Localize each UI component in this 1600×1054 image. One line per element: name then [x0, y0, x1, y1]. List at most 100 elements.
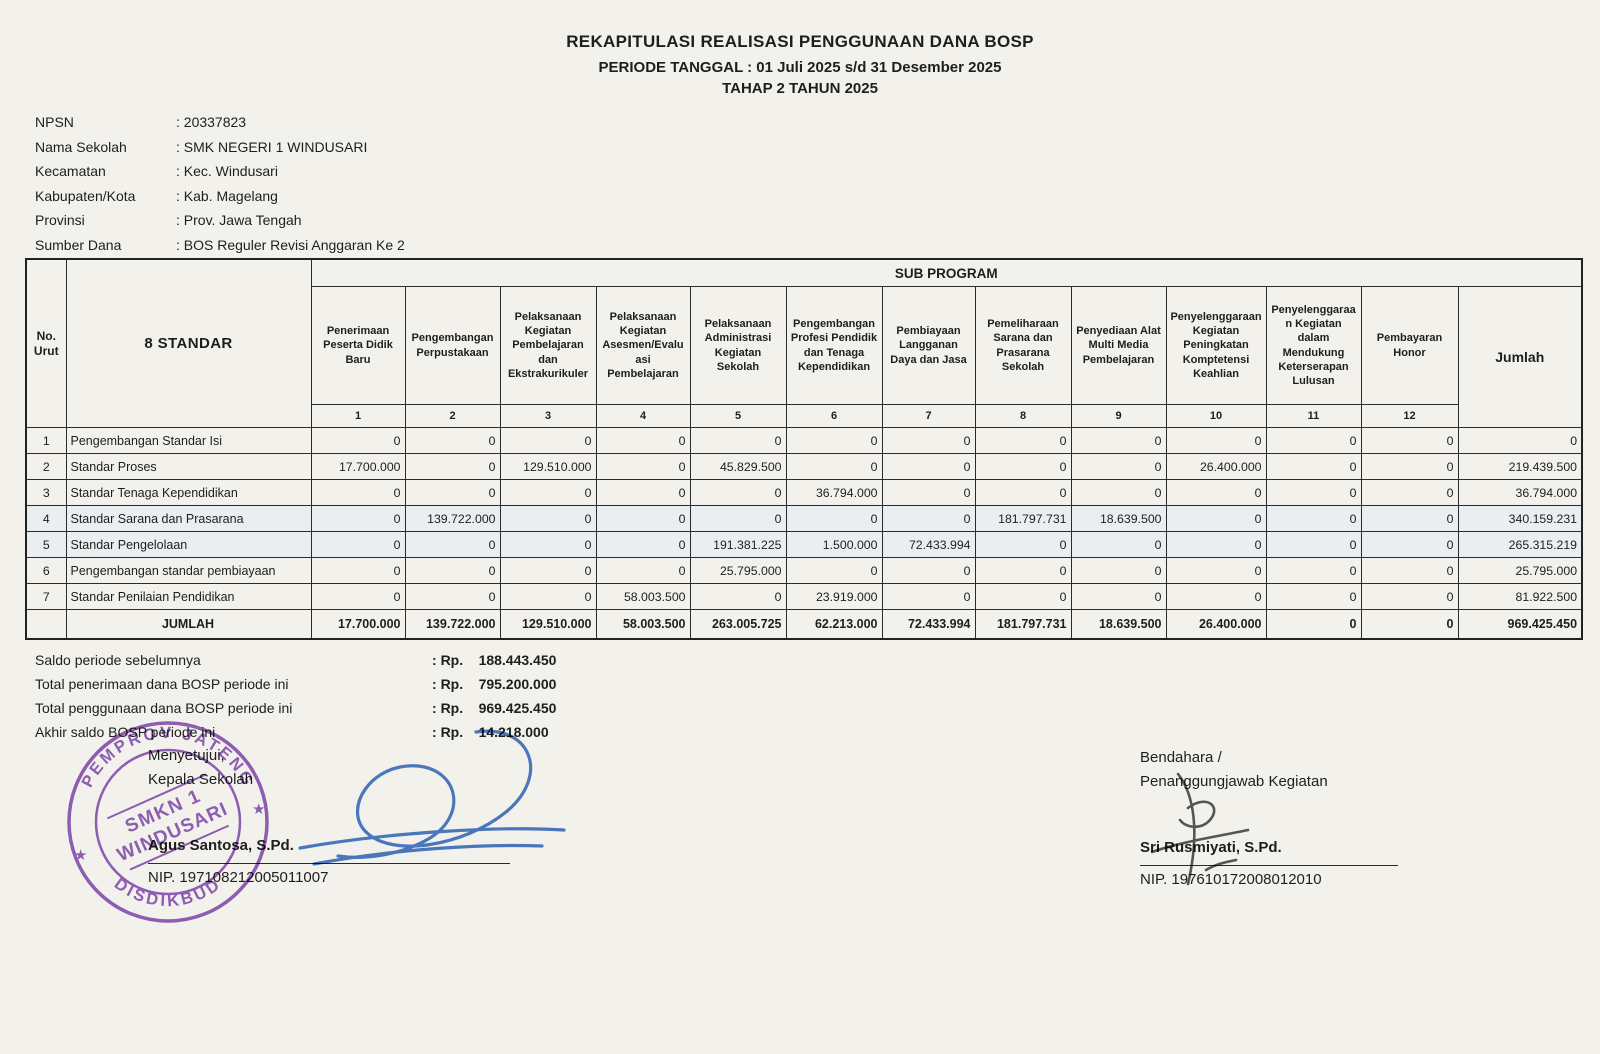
- table-row: 3 Standar Tenaga Kependidikan 0 0 0 0 0 36.79…: [25, 479, 1583, 506]
- school-info-row: Sumber Dana : BOS Reguler Revisi Anggara…: [35, 236, 405, 253]
- table-row: 5 Standar Pengelolaan 0 0 0 0 191.381.225 1.5…: [25, 531, 1583, 558]
- amount-cell: 191.381.225: [689, 531, 787, 558]
- summary-row: Total penggunaan dana BOSP periode ini :…: [35, 700, 557, 716]
- subprogram-header: Penerimaan Peserta Didik Baru: [310, 286, 406, 405]
- subprogram-header: Pengembangan Profesi Pendidik dan Tenaga…: [785, 286, 883, 405]
- info-value: BOS Reguler Revisi Anggaran Ke 2: [183, 236, 405, 253]
- table-column-number-row: 1 2 3 4 5 6 7 8 9 10 11 12: [26, 404, 1582, 428]
- amount-cell: 0: [1165, 557, 1267, 584]
- amount-cell: 0: [499, 583, 597, 610]
- school-info-row: Nama Sekolah : SMK NEGERI 1 WINDUSARI: [35, 138, 368, 155]
- amount-cell: 0: [881, 505, 976, 532]
- amount-cell: 0: [881, 453, 976, 480]
- info-value: 20337823: [183, 114, 247, 131]
- amount-cell: 26.400.000: [1165, 453, 1267, 480]
- amount-cell: 0: [689, 427, 787, 454]
- stamp-arc-top-text: PEMPROV JATENG: [78, 724, 254, 791]
- amount-cell: 0: [689, 505, 787, 532]
- amount-cell: 0: [1165, 583, 1267, 610]
- standar-name: Standar Sarana dan Prasarana: [65, 505, 312, 532]
- column-total-cell: 58.003.500: [595, 609, 691, 640]
- amount-cell: 0: [974, 453, 1072, 480]
- school-info-row: Provinsi : Prov. Jawa Tengah: [35, 212, 302, 229]
- amount-cell: 0: [404, 531, 501, 558]
- amount-cell: 1.500.000: [785, 531, 883, 558]
- sig-left-nip: NIP. 197108212005011007: [148, 869, 329, 886]
- amount-cell: 0: [689, 479, 787, 506]
- total-row-label: JUMLAH: [65, 609, 312, 640]
- treasurer-signature-ink: [1150, 772, 1250, 886]
- info-label: Kabupaten/Kota: [35, 187, 136, 204]
- amount-cell: 0: [1070, 453, 1167, 480]
- amount-cell: 0: [1265, 453, 1362, 480]
- column-total-cell: 181.797.731: [974, 609, 1072, 640]
- row-total-cell: 265.315.219: [1457, 531, 1583, 558]
- amount-cell: 18.639.500: [1070, 505, 1167, 532]
- amount-cell: 0: [1360, 505, 1459, 532]
- sig-left-name: Agus Santosa, S.Pd.: [148, 837, 294, 854]
- amount-cell: 0: [404, 583, 501, 610]
- amount-cell: 0: [310, 583, 406, 610]
- amount-cell: 0: [1165, 531, 1267, 558]
- sig-left-rule: [148, 863, 510, 864]
- info-label: NPSN: [35, 114, 74, 131]
- amount-cell: 0: [404, 427, 501, 454]
- sig-right-name: Sri Rusmiyati, S.Pd.: [1140, 839, 1282, 856]
- amount-cell: 0: [689, 583, 787, 610]
- table-subprogram-header-row: Penerimaan Peserta Didik Baru Pengembanga…: [26, 286, 1583, 428]
- amount-cell: 0: [310, 427, 406, 454]
- column-total-cell: 26.400.000: [1165, 609, 1267, 640]
- recap-table-wrap: No. Urut 8 STANDAR SUB PROGRAM Penerimaa…: [25, 258, 1584, 640]
- summary-value: 14.218.000: [478, 724, 549, 740]
- column-total-cell: 0: [1360, 609, 1459, 640]
- amount-cell: 0: [1070, 531, 1167, 558]
- column-total-cell: 139.722.000: [404, 609, 501, 640]
- amount-cell: 139.722.000: [404, 505, 501, 532]
- subprogram-header: Pelaksanaan Kegiatan Pembelajaran dan Ek…: [499, 286, 597, 405]
- amount-cell: 0: [881, 427, 976, 454]
- amount-cell: 0: [785, 505, 883, 532]
- col-header-jumlah: Jumlah: [1457, 286, 1583, 428]
- column-total-cell: 129.510.000: [499, 609, 597, 640]
- standar-name: Standar Pengelolaan: [65, 531, 312, 558]
- headmaster-signature-ink: [298, 729, 566, 866]
- amount-cell: 0: [595, 453, 691, 480]
- info-label: Sumber Dana: [35, 236, 122, 253]
- subprogram-column-number: 4: [595, 404, 691, 428]
- amount-cell: 181.797.731: [974, 505, 1072, 532]
- summary-value: 188.443.450: [478, 652, 557, 668]
- amount-cell: 0: [595, 531, 691, 558]
- amount-cell: 0: [499, 479, 597, 506]
- amount-cell: 0: [1360, 583, 1459, 610]
- summary-label: Total penggunaan dana BOSP periode ini: [35, 700, 293, 716]
- subprogram-column-number: 9: [1070, 404, 1167, 428]
- amount-cell: 0: [1360, 453, 1459, 480]
- sig-right-line2: Penanggungjawab Kegiatan: [1140, 773, 1328, 790]
- official-stamp: PEMPROV JATENG DISDIKBUD ★ ★ SMKN 1 WIND…: [67, 721, 269, 923]
- col-header-8-standar: 8 STANDAR: [65, 258, 312, 428]
- standar-name: Standar Proses: [65, 453, 312, 480]
- amount-cell: 0: [499, 557, 597, 584]
- amount-cell: 0: [974, 479, 1072, 506]
- info-label: Provinsi: [35, 212, 85, 229]
- summary-label: Saldo periode sebelumnya: [35, 652, 201, 668]
- table-group-header-row: No. Urut 8 STANDAR SUB PROGRAM: [25, 258, 1583, 428]
- school-info-row: Kabupaten/Kota : Kab. Magelang: [35, 187, 278, 204]
- amount-cell: 0: [310, 479, 406, 506]
- amount-cell: 0: [1360, 531, 1459, 558]
- amount-cell: 0: [595, 479, 691, 506]
- amount-cell: 0: [1070, 479, 1167, 506]
- amount-cell: 0: [1360, 479, 1459, 506]
- column-total-cell: 17.700.000: [310, 609, 406, 640]
- subprogram-column-number: 6: [785, 404, 883, 428]
- subprogram-column-number: 12: [1360, 404, 1459, 428]
- amount-cell: 25.795.000: [689, 557, 787, 584]
- amount-cell: 0: [404, 479, 501, 506]
- row-number: 5: [25, 531, 67, 558]
- amount-cell: 45.829.500: [689, 453, 787, 480]
- subprogram-header: Pelaksanaan Kegiatan Asesmen/Evaluasi Pe…: [595, 286, 691, 405]
- report-title-block: REKAPITULASI REALISASI PENGGUNAAN DANA B…: [0, 32, 1600, 97]
- row-number: 4: [25, 505, 67, 532]
